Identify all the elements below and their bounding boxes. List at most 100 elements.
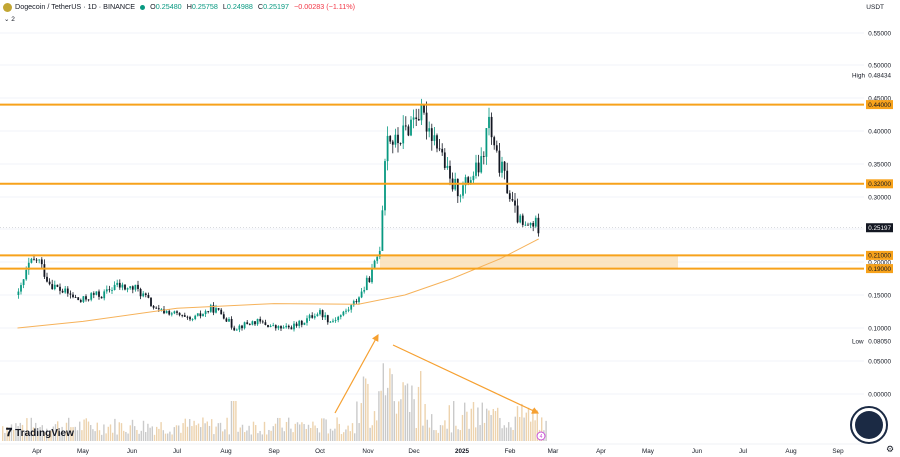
volume-bar [61,426,63,441]
volume-bar [457,429,459,441]
candle-body [150,297,152,306]
volume-bar [338,423,340,441]
candle-body [274,325,277,329]
candle-body [443,152,446,168]
volume-bar [156,426,158,441]
volume-bar [26,418,28,441]
volume-bar [105,433,107,441]
volume-bar [521,403,523,441]
volume-bar [21,424,24,441]
volume-bar [145,432,147,441]
volume-bar [351,423,354,441]
volume-bar [411,385,413,441]
marker-bg [848,70,893,80]
symbol-title[interactable]: Dogecoin / TetherUS · 1D · BINANCE [15,2,136,11]
volume-bar [263,421,266,441]
candle-body [30,258,33,263]
support-zone-box [380,255,678,269]
volume-bar [398,401,400,441]
volume-bar [208,425,211,441]
volume-bar [151,426,153,441]
x-tick-label: May [77,448,90,455]
volume-bar [310,427,312,441]
volume-bar [490,415,492,441]
volume-bar [239,427,241,441]
candle-body [280,326,282,329]
candle-body [534,217,537,227]
symbol-header[interactable]: Dogecoin / TetherUS · 1D · BINANCE O0.25… [0,0,355,14]
candle-body [248,324,251,325]
candle-body [477,162,480,173]
volume-bar [270,430,272,441]
horizontal-levels [0,103,864,270]
candle-body [103,291,106,299]
candle-body [111,290,113,291]
volume-bar [305,428,307,441]
candle-body [319,310,321,315]
candle-body [321,310,324,318]
candle-body [85,296,87,300]
volume-bar [261,434,263,441]
candle-body [139,288,142,297]
dogecoin-logo-icon [3,2,12,12]
volume-bar [382,363,384,441]
volume-bar [402,382,404,441]
candle-body [399,143,402,144]
volume-rise-arrow [334,333,379,414]
volume-bar [65,422,68,441]
volume-bar [367,383,369,441]
candle-body [506,170,509,194]
candle-body [488,116,490,129]
candle-body [92,293,95,295]
y-tick-label: 0.40000 [868,128,891,135]
high-marker-label: High [852,72,865,79]
x-tick-label: Mar [548,448,559,455]
volume-bar [453,401,455,441]
indicators-toggle[interactable]: ⌄ 2 [4,16,15,23]
volume-bar [206,421,208,441]
volume-bar [118,422,120,441]
gear-icon[interactable]: ⚙ [886,445,895,455]
candle-body [350,305,353,310]
level-tag [866,179,893,189]
currency-label[interactable]: USDT [866,4,884,11]
volume-bar [70,427,72,441]
price-axis[interactable]: 0.55000 0.50000 0.45000 0.40000 0.35000 0.300… [848,30,893,398]
x-tick-label: Sep [832,448,844,455]
time-axis[interactable]: Apr May Jun Jul Aug Sep Oct Nov Dec 2025 Feb Mar Apr… [0,443,864,455]
candle-body [118,282,121,288]
candle-body [267,324,269,327]
level-tag [866,250,893,260]
candle-body [529,222,532,226]
volume-bar [439,425,442,441]
candle-body [222,314,225,319]
candle-body [69,293,72,295]
volume-bar [475,427,477,441]
x-tick-label: May [642,448,655,455]
volume-bar [334,428,336,441]
volume-bar [129,425,131,441]
volume-bar [433,430,435,441]
candle-body [48,281,51,285]
candle-body [66,288,69,294]
volume-bar [356,401,358,441]
candle-body [295,323,298,326]
volume-bar [329,428,332,441]
candle-body [467,177,470,185]
volume-bar [290,428,292,441]
volume-bar [272,426,274,441]
volume-bar [288,417,290,441]
volume-bar [241,424,244,441]
volume-bar [415,427,417,441]
volume-bar [268,429,270,441]
volume-bar [371,425,373,441]
candle-body [495,145,498,151]
candle-body [300,320,303,325]
candle-body [235,329,238,331]
volume-bar [59,432,61,441]
y-tick-label: 0.05000 [868,358,891,365]
volume-bar [376,420,378,441]
candle-body [129,286,132,289]
candle-body [170,313,173,315]
